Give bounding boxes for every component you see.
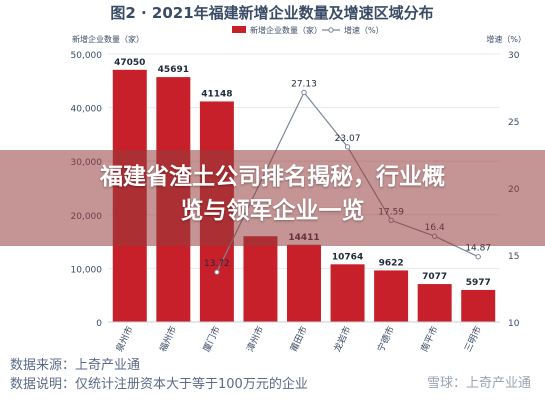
x-category-label: 龙岩市 [331, 324, 353, 354]
growth-value-label: 13.72 [204, 259, 230, 269]
watermark: 雪球：上奇产业通 [426, 376, 531, 391]
y-right-axis-title: 增速（%） [486, 34, 526, 44]
x-category-label: 宁德市 [375, 324, 397, 354]
bar-value-label: 45691 [158, 65, 189, 75]
bar-value-label: 10764 [332, 252, 363, 262]
y-left-axis-title: 新增企业数量（家） [72, 34, 144, 44]
bar-value-label: 47050 [114, 58, 145, 68]
bar [374, 270, 409, 322]
y-left-tick-label: 0 [96, 319, 102, 329]
growth-value-label: 14.87 [465, 244, 491, 254]
y-left-tick-label: 10,000 [71, 265, 103, 275]
growth-point [344, 144, 351, 150]
y-left-tick-label: 50,000 [71, 51, 103, 61]
bar [461, 289, 496, 322]
data-source-note: 数据来源：上奇产业通 [10, 358, 141, 373]
x-category-label: 厦门市 [200, 324, 222, 354]
growth-point [301, 89, 307, 96]
bar-value-label: 41148 [201, 89, 232, 99]
growth-value-label: 27.13 [291, 79, 317, 89]
legend-bar-label: 新增企业数量（家） [250, 25, 322, 35]
bar-value-label: 5977 [466, 278, 491, 288]
growth-point [475, 254, 481, 260]
overlay-headline: 福建省渣土公司排名揭秘，行业概 览与领军企业一览 [0, 160, 545, 228]
bar [417, 284, 452, 322]
x-category-label: 三明市 [462, 324, 484, 354]
bars: 4705045691411481441110764962270775977 [112, 58, 496, 322]
legend-bar-swatch [232, 26, 246, 33]
bar-value-label: 7077 [422, 272, 447, 282]
overlay-line-1: 福建省渣土公司排名揭秘，行业概 [100, 164, 445, 190]
legend: 新增企业数量（家） 增速（%） [232, 25, 384, 35]
y-left-tick-label: 40,000 [71, 105, 103, 115]
growth-point [214, 269, 220, 275]
growth-value-label: 23.07 [335, 134, 361, 144]
x-category-label: 漳州市 [244, 324, 266, 354]
legend-line-label: 增速（%） [344, 25, 384, 35]
x-category-label: 福州市 [157, 324, 179, 354]
x-category-label: 莆田市 [287, 324, 309, 354]
bar [287, 244, 321, 322]
y-right-tick-label: 10 [508, 319, 520, 329]
y-right-tick-label: 15 [508, 252, 519, 262]
overlay-line-2: 览与领军企业一览 [180, 198, 365, 224]
bar [243, 236, 278, 322]
legend-line-marker [328, 27, 334, 33]
bar [330, 264, 365, 322]
chart-title: 图2 · 2021年福建新增企业数量及增速区域分布 [110, 4, 433, 22]
x-category-label: 南平市 [418, 324, 440, 354]
notes: 数据来源：上奇产业通 数据说明：仅统计注册资本大于等于100万元的企业 [10, 356, 308, 394]
y-right-tick-label: 25 [508, 118, 519, 128]
bar-value-label: 9622 [379, 258, 404, 268]
data-explanation-note: 数据说明：仅统计注册资本大于等于100万元的企业 [10, 377, 308, 392]
y-right-tick-label: 30 [508, 51, 520, 61]
x-category-label: 泉州市 [113, 324, 135, 354]
overlay-band [0, 150, 545, 246]
